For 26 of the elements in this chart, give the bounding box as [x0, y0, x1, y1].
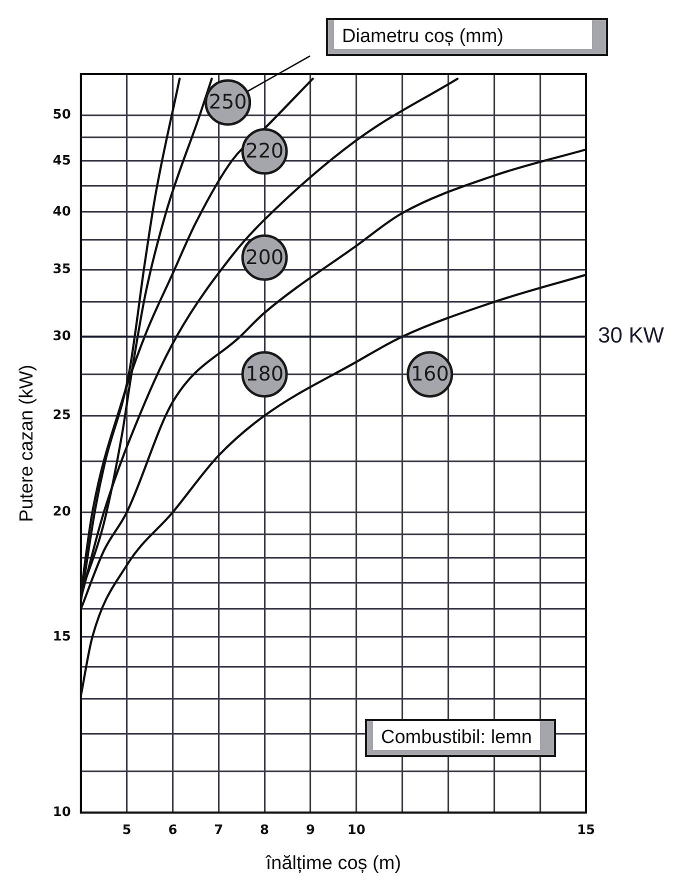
y-tick-label: 40: [52, 204, 71, 220]
x-tick-label: 6: [168, 822, 178, 838]
annotation: Combustibil: lemn: [365, 719, 556, 758]
series-label: 250: [208, 90, 247, 114]
legend-title: Diametru coș (mm): [326, 18, 608, 56]
ref-line-label: 30 KW: [598, 322, 664, 348]
x-tick-label: 15: [576, 822, 596, 838]
series-label: 160: [410, 362, 449, 386]
x-tick-label: 8: [260, 822, 270, 838]
y-axis-title: Putere cazan (kW): [16, 364, 38, 522]
x-tick-label: 5: [122, 822, 132, 838]
y-tick-label: 35: [52, 262, 71, 278]
y-tick-label: 30: [52, 328, 71, 344]
legend-label: 220: [245, 138, 284, 163]
x-axis-title: înălțime coș (m): [264, 852, 402, 874]
y-tick-label: 45: [52, 153, 71, 168]
series-label: 200: [245, 244, 284, 269]
y-tick-label: 15: [52, 629, 71, 644]
y-tick-label: 25: [52, 408, 71, 423]
x-tick-label: 10: [347, 822, 366, 838]
y-tick-label: 50: [52, 108, 71, 123]
y-tick-label: 10: [52, 804, 71, 820]
y-tick-label: 20: [52, 504, 71, 520]
series-label: 180: [245, 362, 284, 386]
x-tick-label: 7: [214, 822, 224, 838]
x-tick-label: 9: [306, 822, 316, 838]
